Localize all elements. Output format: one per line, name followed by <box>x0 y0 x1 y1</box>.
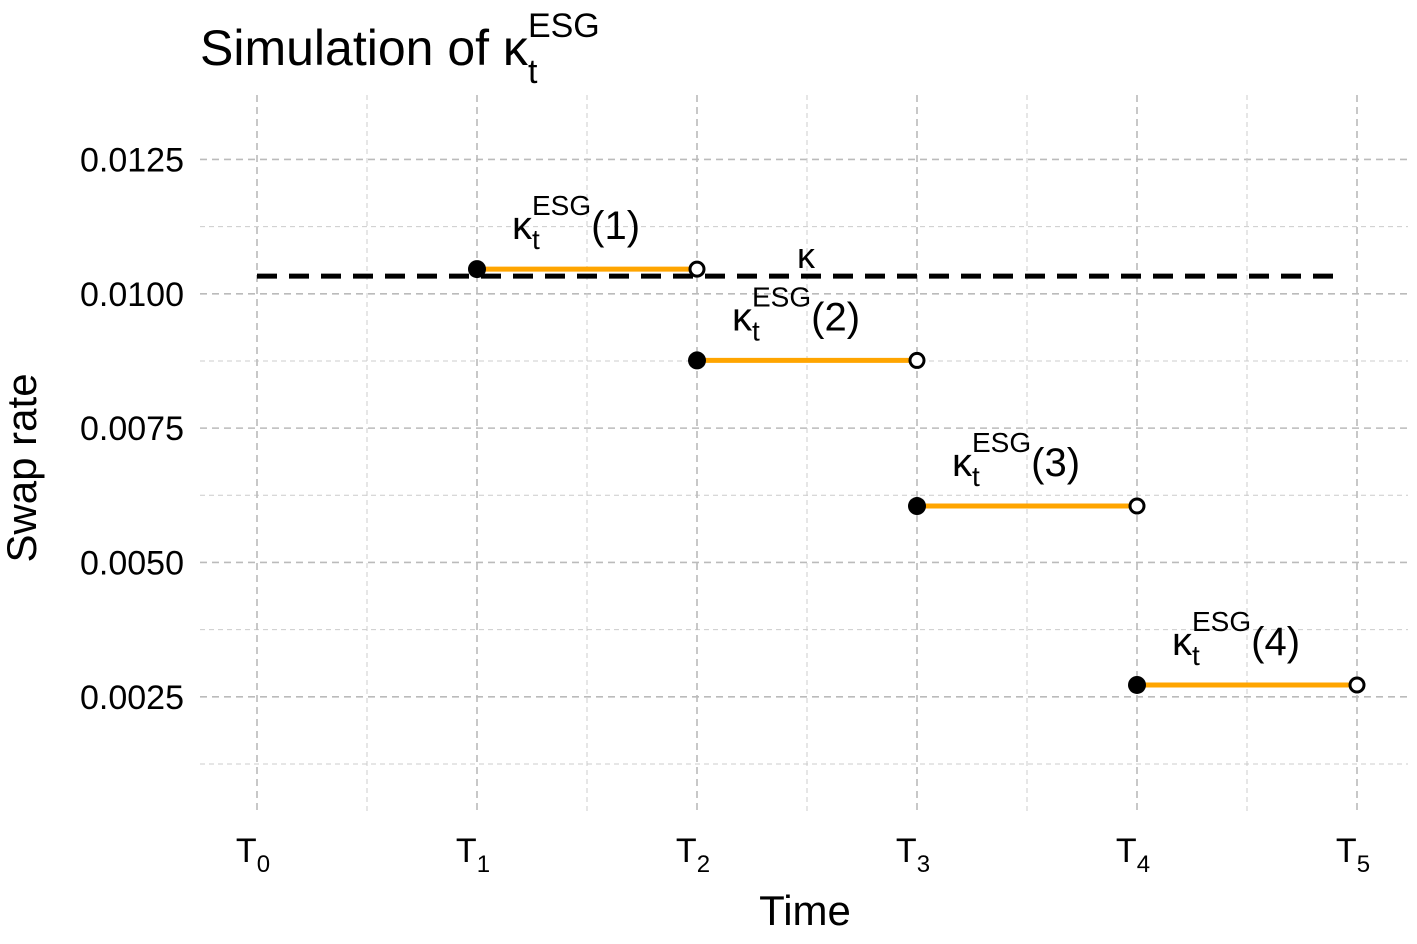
segment-end-point-2 <box>908 351 926 369</box>
x-tick-label-1: T1 <box>456 832 490 878</box>
x-axis-label: Time <box>759 887 851 934</box>
segment-end-point-4 <box>1348 676 1366 694</box>
y-tick-label-2: 0.0075 <box>80 410 184 448</box>
chart-title-superscript: ESG <box>528 7 600 45</box>
segment-label-1: κESG t (1) <box>512 190 640 255</box>
chart-title-subscript: t <box>528 53 538 91</box>
y-axis-label: Swap rate <box>0 373 45 562</box>
x-tick-label-2: T2 <box>676 832 710 878</box>
segment-label-2: κESG t (2) <box>732 281 860 346</box>
grid <box>200 95 1408 815</box>
x-tick-label-4: T4 <box>1116 832 1150 878</box>
x-tick-label-5: T5 <box>1336 832 1370 878</box>
x-tick-label-0: T0 <box>236 832 270 878</box>
y-tick-label-0: 0.0025 <box>80 679 184 717</box>
reference-line-label: κ <box>797 235 816 276</box>
y-axis: 0.0025 0.0050 0.0075 0.0100 0.0125 <box>80 141 184 716</box>
chart-title: Simulation of κESG t <box>200 7 600 91</box>
y-tick-label-3: 0.0100 <box>80 276 184 314</box>
segment-start-point-1 <box>468 260 486 279</box>
series-segments: κESG t (1) κESG t (2) κESG t (3) κESG t (4) <box>468 190 1366 694</box>
segment-label-4: κESG t (4) <box>1172 606 1300 671</box>
chart-title-main: Simulation of κ <box>200 20 529 76</box>
segment-end-point-1 <box>688 260 706 278</box>
segment-label-3: κESG t (3) <box>952 427 1080 492</box>
x-tick-label-3: T3 <box>896 832 930 878</box>
segment-start-point-4 <box>1128 675 1146 694</box>
y-tick-label-4: 0.0125 <box>80 141 184 179</box>
reference-line-group: κ <box>257 235 1344 279</box>
segment-start-point-2 <box>688 351 706 370</box>
y-tick-label-1: 0.0050 <box>80 544 184 582</box>
x-axis: T0 T1 T2 T3 T4 T5 <box>236 832 1370 878</box>
segment-start-point-3 <box>908 497 926 516</box>
segment-end-point-3 <box>1128 497 1146 515</box>
